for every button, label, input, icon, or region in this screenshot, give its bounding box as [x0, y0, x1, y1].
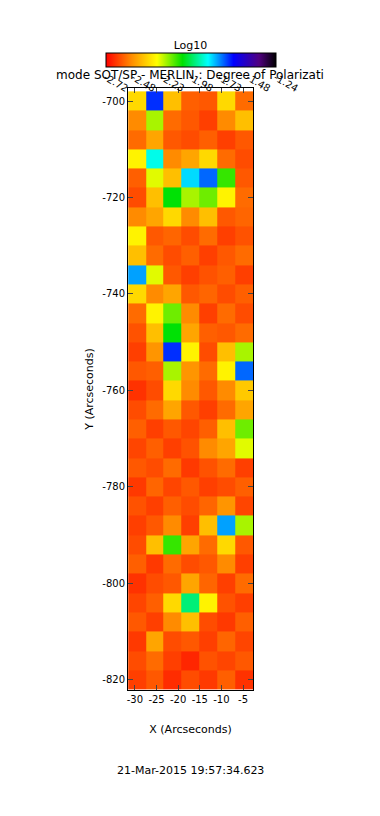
svg-text:-1.98: -1.98 — [187, 72, 215, 94]
svg-text:-15: -15 — [192, 694, 208, 705]
svg-text:-1.24: -1.24 — [272, 72, 300, 94]
svg-text:-740: -740 — [102, 288, 125, 299]
svg-text:21-Mar-2015 19:57:34.623: 21-Mar-2015 19:57:34.623 — [117, 764, 264, 777]
svg-text:-1.73: -1.73 — [216, 72, 244, 94]
svg-text:-20: -20 — [170, 694, 186, 705]
svg-text:-700: -700 — [102, 96, 125, 107]
svg-text:-30: -30 — [127, 694, 143, 705]
svg-text:-10: -10 — [213, 694, 229, 705]
svg-text:-780: -780 — [102, 481, 125, 492]
svg-text:-760: -760 — [102, 385, 125, 396]
svg-text:-820: -820 — [102, 674, 125, 685]
svg-text:X (Arcseconds): X (Arcseconds) — [149, 723, 231, 736]
svg-text:-720: -720 — [102, 192, 125, 203]
svg-text:-2.72: -2.72 — [102, 72, 130, 94]
svg-text:-1.48: -1.48 — [244, 72, 272, 94]
svg-text:-2.23: -2.23 — [158, 72, 186, 94]
svg-text:-800: -800 — [102, 578, 125, 589]
svg-text:-5: -5 — [238, 694, 248, 705]
svg-text:Log10: Log10 — [174, 39, 208, 52]
svg-text:-2.48: -2.48 — [130, 72, 158, 94]
svg-text:-25: -25 — [148, 694, 164, 705]
svg-text:Y (Arcseconds): Y (Arcseconds) — [83, 348, 96, 431]
svg-text:mode SOT/SP - MERLIN : Degree: mode SOT/SP - MERLIN : Degree of Polariz… — [56, 68, 324, 82]
